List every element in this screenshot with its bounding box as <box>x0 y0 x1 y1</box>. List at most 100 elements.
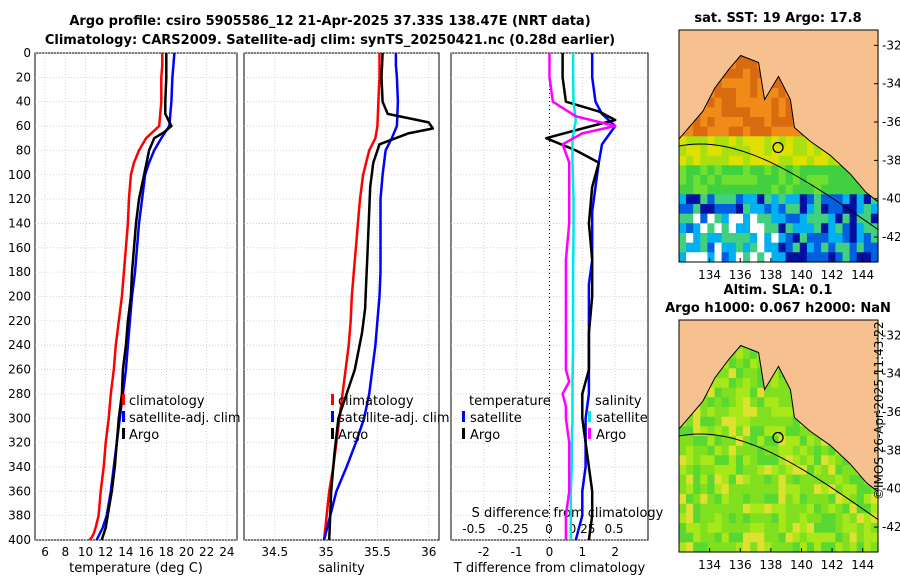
map-cell <box>735 242 744 253</box>
map-cell <box>849 523 858 534</box>
map-cell <box>743 117 751 128</box>
map-cell <box>714 523 723 534</box>
map-cell <box>821 523 829 534</box>
map-cell <box>686 484 694 495</box>
map-cell <box>764 455 773 466</box>
map-cell <box>863 194 872 205</box>
map-cell <box>842 465 851 476</box>
map-cell <box>750 146 758 157</box>
map-cell <box>799 513 808 524</box>
map-cell <box>735 126 744 137</box>
map-cell <box>714 97 723 108</box>
map-cell <box>707 426 716 437</box>
map-cell <box>828 474 837 485</box>
map-cell <box>757 107 765 118</box>
map-cell <box>707 397 716 408</box>
map-cell <box>863 542 872 553</box>
map-cell <box>771 117 780 128</box>
map-cell <box>728 436 737 447</box>
map-cell <box>828 513 837 524</box>
map-cell <box>714 387 723 398</box>
map-cell <box>757 117 765 128</box>
map-cell <box>778 416 787 427</box>
map-cell <box>721 474 730 485</box>
map-cell <box>771 445 780 456</box>
map-cell <box>728 146 737 157</box>
map-cell <box>821 513 829 524</box>
map-cell <box>785 126 794 137</box>
map-cell <box>700 107 709 118</box>
map-cell <box>714 175 723 186</box>
map-cell <box>728 126 737 137</box>
map-cell <box>693 484 701 495</box>
map-cell <box>728 155 737 166</box>
map-cell <box>856 494 865 505</box>
map-cell <box>792 426 801 437</box>
x-axis-label-salinity: salinity <box>318 561 365 576</box>
legend-label: temperature <box>469 394 551 409</box>
map-cell <box>842 223 851 234</box>
map-cell <box>849 242 858 253</box>
map-cell <box>764 194 773 205</box>
map-cell <box>743 436 751 447</box>
map-cell <box>764 532 773 543</box>
map-cell <box>792 126 801 137</box>
map-cell <box>771 165 780 176</box>
map-cell <box>679 165 687 176</box>
map-cell <box>778 126 787 137</box>
map-cell <box>828 223 837 234</box>
map-cell <box>743 78 751 89</box>
map-cell <box>750 436 758 447</box>
map-cell <box>792 146 801 157</box>
map-cell <box>714 407 723 418</box>
map-cell <box>806 532 815 543</box>
map-cell <box>785 146 794 157</box>
map-cell <box>750 252 758 263</box>
map-cell <box>785 484 794 495</box>
map-cell <box>778 194 787 205</box>
map-cell <box>764 513 773 524</box>
top-tick-label: 0 <box>545 522 553 536</box>
map-cell <box>750 242 758 253</box>
map-cell <box>743 146 751 157</box>
map-cell <box>693 117 701 128</box>
depth-tick-label: 20 <box>16 70 31 84</box>
map-cell <box>707 136 716 147</box>
map-cell <box>728 175 737 186</box>
map-cell <box>757 165 765 176</box>
map-cell <box>806 223 815 234</box>
map-cell <box>771 455 780 466</box>
map-cell <box>728 136 737 147</box>
map-cell <box>757 455 765 466</box>
map-cell <box>778 175 787 186</box>
map-xtick-label: 134 <box>698 558 721 572</box>
chart-title-line2: Climatology: CARS2009. Satellite-adj cli… <box>44 33 616 48</box>
map-cell <box>750 223 758 234</box>
map-cell <box>728 416 737 427</box>
map-cell <box>785 416 794 427</box>
map-cell <box>842 494 851 505</box>
map-cell <box>757 523 765 534</box>
map-cell <box>693 416 701 427</box>
map-cell <box>757 242 765 253</box>
map-cell <box>686 513 694 524</box>
map-cell <box>757 416 765 427</box>
map-cell <box>792 136 801 147</box>
map-cell <box>814 445 822 456</box>
map-cell <box>721 204 730 215</box>
top-tick-label: -0.25 <box>497 522 528 536</box>
map-cell <box>785 175 794 186</box>
map-cell <box>764 474 773 485</box>
map-cell <box>835 252 844 263</box>
map-cell <box>743 88 751 99</box>
map-cell <box>743 532 751 543</box>
map-cell <box>700 175 709 186</box>
map-cell <box>735 358 744 369</box>
map-cell <box>828 445 837 456</box>
map-cell <box>714 532 723 543</box>
map-cell <box>828 233 837 244</box>
map-cell <box>714 165 723 176</box>
legend-swatch <box>588 411 591 422</box>
map-cell <box>849 194 858 205</box>
map-cell <box>728 97 737 108</box>
